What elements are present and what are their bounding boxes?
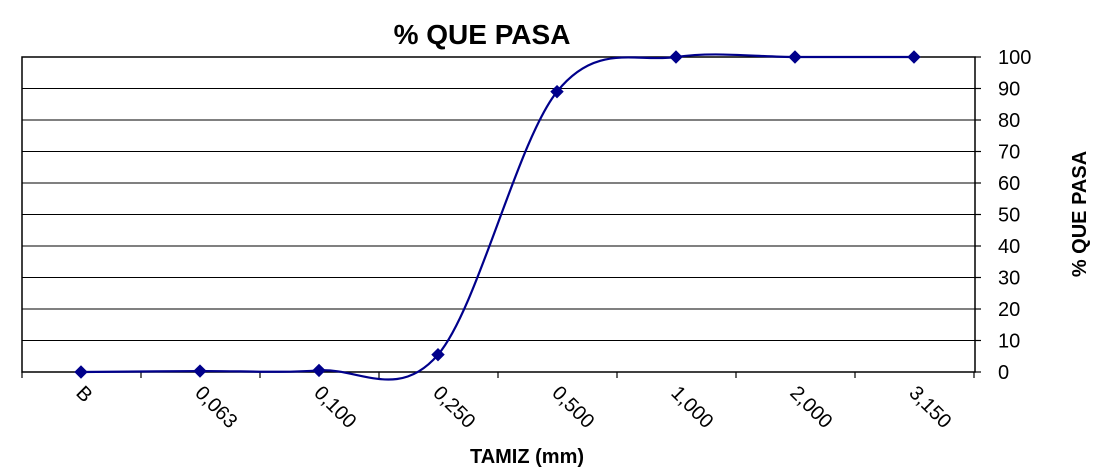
y-tick-label-30: 30 xyxy=(998,268,1020,290)
y-tick-label-10: 10 xyxy=(998,331,1020,353)
x-tick-label-1: 0,063 xyxy=(190,382,241,433)
y-tick-label-80: 80 xyxy=(998,110,1020,132)
data-series xyxy=(74,50,921,381)
y-tick-label-40: 40 xyxy=(998,236,1020,258)
x-tick-label-6: 2,000 xyxy=(785,382,836,433)
axes xyxy=(21,56,981,378)
y-tick-label-70: 70 xyxy=(998,142,1020,164)
y-tick-label-0: 0 xyxy=(998,362,1009,384)
data-point-3,150 xyxy=(907,50,921,64)
y-axis-title: % QUE PASA xyxy=(1069,151,1091,277)
y-tick-label-50: 50 xyxy=(998,205,1020,227)
data-point-B xyxy=(74,365,88,379)
x-axis-title: TAMIZ (mm) xyxy=(470,446,584,468)
x-tick-label-3: 0,250 xyxy=(428,382,479,433)
data-point-2,000 xyxy=(788,50,802,64)
gridlines xyxy=(22,88,975,341)
x-tick-label-2: 0,100 xyxy=(309,382,360,433)
chart-title: % QUE PASA xyxy=(394,19,571,50)
data-point-1,000 xyxy=(669,50,683,64)
x-tick-labels: B 0,063 0,100 0,250 0,500 1,000 2,000 3,150 xyxy=(71,382,955,433)
data-point-0,100 xyxy=(312,363,326,378)
y-tick-label-60: 60 xyxy=(998,173,1020,195)
data-point-0,250 xyxy=(431,347,445,362)
y-tick-label-90: 90 xyxy=(998,79,1020,101)
x-tick-label-7: 3,150 xyxy=(904,382,955,433)
series-line-0 xyxy=(80,53,914,381)
x-tick-label-4: 0,500 xyxy=(547,382,598,433)
y-tick-label-20: 20 xyxy=(998,299,1020,321)
x-tick-label-0: B xyxy=(71,382,96,407)
y-tick-labels: 0 10 20 30 40 50 60 70 80 90 100 xyxy=(998,47,1031,384)
x-tick-label-5: 1,000 xyxy=(666,382,717,433)
y-tick-label-100: 100 xyxy=(998,47,1031,69)
data-point-0,063 xyxy=(193,364,207,378)
data-point-0,500 xyxy=(550,84,564,99)
